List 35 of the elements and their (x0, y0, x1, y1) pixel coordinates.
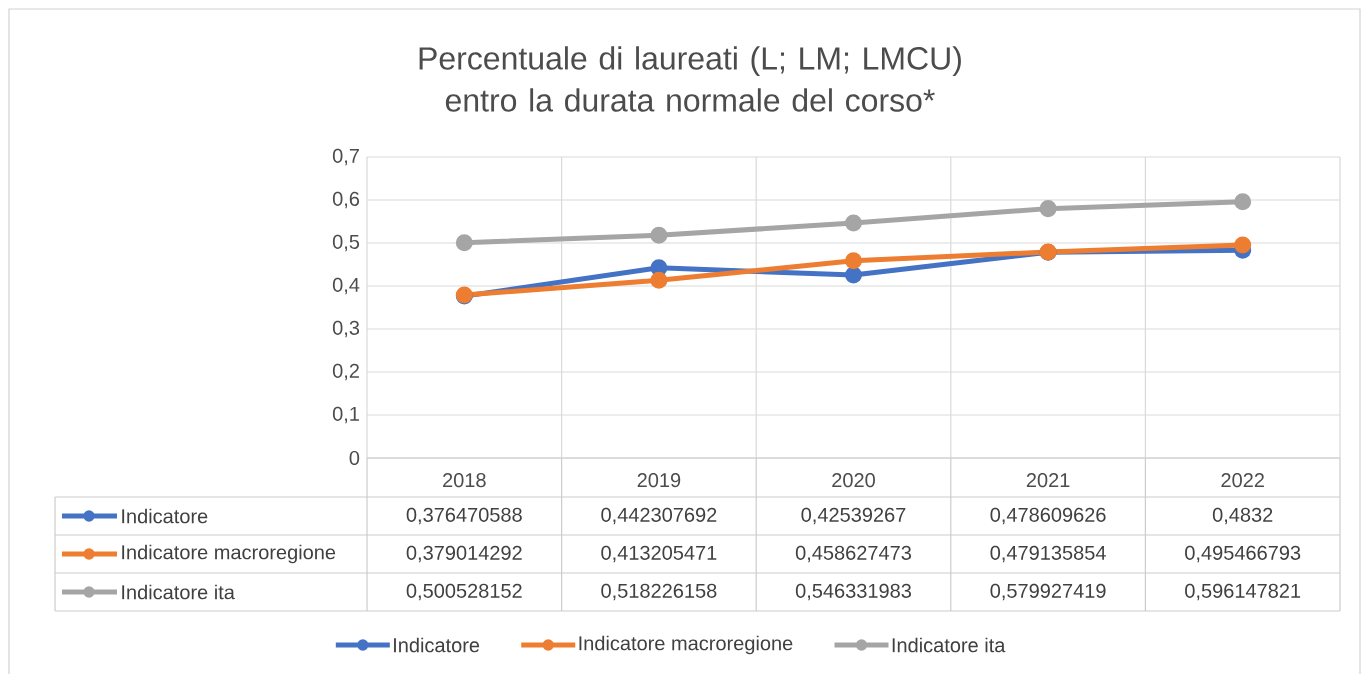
data-label: 0,479135854 (990, 545, 1106, 563)
data-label: 0,478609626 (990, 507, 1106, 525)
text: Indicatore macroregione (579, 635, 793, 655)
chart-title: Percentuale di laureati (L; LM; LMCU) entro la durata normale del corso* (419, 46, 961, 112)
data-label: 0,458627473 (795, 545, 911, 563)
data-label: 0,579927419 (990, 583, 1106, 601)
data-label: 0,376470588 (406, 507, 522, 525)
data-label: 0,518226158 (601, 583, 717, 601)
data-label: 0,546331983 (795, 583, 911, 601)
data-label: 0,442307692 (601, 507, 717, 525)
data-label: 0,495466793 (1185, 545, 1301, 563)
data-label: 0,500528152 (406, 583, 522, 601)
data-label: 0,413205471 (601, 545, 717, 563)
legend-label: Indicatore macroregione (122, 544, 336, 564)
data-label: 0,42539267 (801, 507, 906, 525)
y-tick-label: 0,1 (332, 406, 359, 424)
x-tick-label: 2020 (832, 473, 875, 488)
x-tick-label: 2021 (1026, 473, 1070, 488)
y-tick-label: 0,7 (332, 148, 359, 166)
legend-label: Indicatore (122, 508, 208, 524)
x-tick-label: 2022 (1221, 473, 1264, 488)
data-label: 0,379014292 (406, 545, 522, 563)
data-label: 0,596147821 (1185, 583, 1301, 601)
y-tick-label: 0,5 (332, 234, 360, 252)
y-tick-label: 0 (349, 450, 360, 466)
data-label: 0,4832 (1212, 507, 1273, 525)
y-tick-label: 0,3 (332, 320, 360, 338)
y-tick-label: 0,4 (332, 277, 360, 295)
x-tick-label: 2018 (443, 473, 486, 488)
legend-label: Indicatore ita (892, 637, 1006, 653)
text: Indicatore ita (122, 584, 235, 600)
text: Indicatore (394, 637, 480, 653)
y-tick-label: 0,6 (332, 191, 360, 209)
x-tick-label: 2019 (637, 473, 681, 488)
y-tick-label: 0,2 (332, 363, 359, 381)
